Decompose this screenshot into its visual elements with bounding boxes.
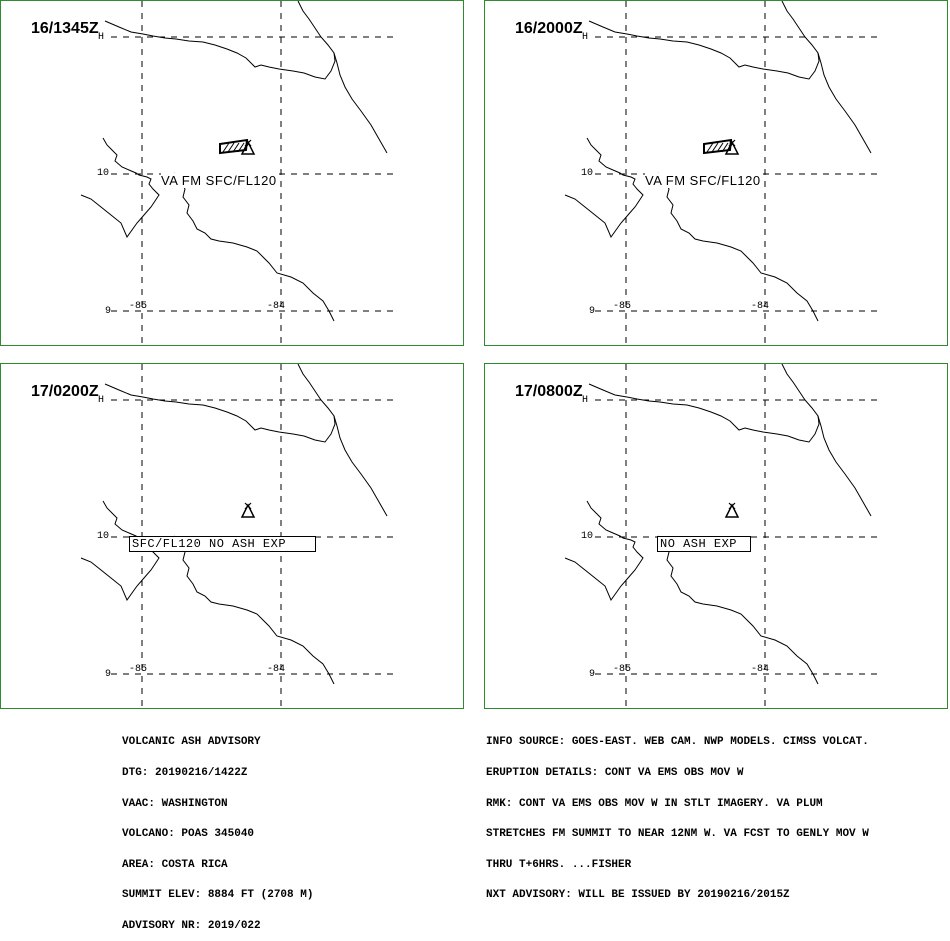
ash-area-hatch xyxy=(232,142,240,153)
advisory-line: VOLCANO: POAS 345040 xyxy=(122,828,255,841)
lon-label-85: -85 xyxy=(129,664,148,675)
lat-label-10: 10 xyxy=(581,168,594,179)
coastline-segment xyxy=(817,52,872,154)
volcano-plume-mark xyxy=(728,502,736,510)
advisory-line: THRU T+6HRS. ...FISHER xyxy=(486,858,632,871)
coastline-segment xyxy=(333,415,388,517)
forecast-panel-3: 17/0200Z H 10 9 -85 -84 SFC/FL120 NO ASH… xyxy=(0,363,464,709)
ash-forecast-label: VA FM SFC/FL120 xyxy=(645,173,761,188)
advisory-line: AREA: COSTA RICA xyxy=(122,858,228,871)
lat-label-10: 10 xyxy=(581,531,594,542)
advisory-header-block: VOLCANIC ASH ADVISORY DTG: 20190216/1422… xyxy=(122,717,313,941)
coastline-segment xyxy=(104,1,336,80)
ash-area-hatch xyxy=(706,142,714,153)
forecast-panel-1: 16/1345Z H 10 9 -85 -84 VA FM SFC/FL120 xyxy=(0,0,464,346)
coastline-segment xyxy=(588,364,820,443)
panel-time-marker: H xyxy=(98,32,105,43)
advisory-line: DTG: 20190216/1422Z xyxy=(122,767,248,779)
panel-time-marker: H xyxy=(582,395,589,406)
ash-area-polygon xyxy=(703,138,733,155)
lat-label-9: 9 xyxy=(589,306,596,317)
lat-label-9: 9 xyxy=(589,669,596,680)
ash-area-hatch xyxy=(716,142,724,153)
panel-time-marker: H xyxy=(582,32,589,43)
coastline-segment xyxy=(80,137,160,239)
lat-label-10: 10 xyxy=(97,168,110,179)
panel-time: 16/1345Z xyxy=(31,20,99,37)
lat-label-10: 10 xyxy=(97,531,110,542)
panel-time: 17/0800Z xyxy=(515,383,583,400)
advisory-line: RMK: CONT VA EMS OBS MOV W IN STLT IMAGE… xyxy=(486,797,823,810)
advisory-line: VAAC: WASHINGTON xyxy=(122,797,228,810)
ash-area-hatch xyxy=(721,142,729,153)
ash-area-hatch xyxy=(237,142,245,153)
volcano-triangle-icon xyxy=(724,140,740,155)
advisory-details-block: INFO SOURCE: GOES-EAST. WEB CAM. NWP MOD… xyxy=(486,717,869,911)
ash-area-hatch xyxy=(227,142,235,153)
panel-time: 17/0200Z xyxy=(31,383,99,400)
lon-label-84: -84 xyxy=(267,301,286,312)
coastline-segment xyxy=(173,535,335,685)
lon-label-84: -84 xyxy=(751,301,770,312)
lon-label-85: -85 xyxy=(613,664,632,675)
coastline-segment xyxy=(104,364,336,443)
ash-area-hatch xyxy=(726,142,734,153)
volcano-triangle-icon xyxy=(240,503,256,518)
lat-label-9: 9 xyxy=(105,306,112,317)
panel-time: 16/2000Z xyxy=(515,20,583,37)
advisory-line: STRETCHES FM SUMMIT TO NEAR 12NM W. VA F… xyxy=(486,828,869,841)
advisory-line: INFO SOURCE: GOES-EAST. WEB CAM. NWP MOD… xyxy=(486,736,869,749)
advisory-line: ADVISORY NR: 2019/022 xyxy=(122,919,261,932)
volcano-plume-mark xyxy=(244,502,252,510)
advisory-line: ERUPTION DETAILS: CONT VA EMS OBS MOV W xyxy=(486,767,744,779)
lon-label-84: -84 xyxy=(267,664,286,675)
coastline-segment xyxy=(173,172,335,322)
lon-label-85: -85 xyxy=(129,301,148,312)
advisory-line: VOLCANIC ASH ADVISORY xyxy=(122,736,261,749)
forecast-panel-4: 17/0800Z H 10 9 -85 -84 NO ASH EXP xyxy=(484,363,948,709)
forecast-panel-2: 16/2000Z H 10 9 -85 -84 VA FM SFC/FL120 xyxy=(484,0,948,346)
coastline-segment xyxy=(564,137,644,239)
volcano-triangle-icon xyxy=(724,503,740,518)
volcano-triangle-icon xyxy=(240,140,256,155)
lon-label-84: -84 xyxy=(751,664,770,675)
coastline-segment xyxy=(333,52,388,154)
ash-forecast-box-label: NO ASH EXP xyxy=(657,536,751,552)
ash-area-polygon xyxy=(219,138,249,155)
ash-area-hatch xyxy=(222,142,230,153)
map-drawing xyxy=(564,1,880,345)
ash-forecast-box-label: SFC/FL120 NO ASH EXP xyxy=(129,536,316,552)
lon-label-85: -85 xyxy=(613,301,632,312)
ash-area-hatch xyxy=(711,142,719,153)
coastline-segment xyxy=(657,172,819,322)
ash-forecast-label: VA FM SFC/FL120 xyxy=(161,173,277,188)
coastline-segment xyxy=(817,415,872,517)
map-drawing xyxy=(564,364,880,708)
map-drawing xyxy=(80,1,396,345)
ash-area-hatch xyxy=(242,142,250,153)
coastline-segment xyxy=(588,1,820,80)
advisory-line: SUMMIT ELEV: 8884 FT (2708 M) xyxy=(122,889,314,902)
lat-label-9: 9 xyxy=(105,669,112,680)
advisory-line: NXT ADVISORY: WILL BE ISSUED BY 20190216… xyxy=(486,889,790,902)
panel-time-marker: H xyxy=(98,395,105,406)
coastline-segment xyxy=(564,500,644,602)
coastline-segment xyxy=(657,535,819,685)
